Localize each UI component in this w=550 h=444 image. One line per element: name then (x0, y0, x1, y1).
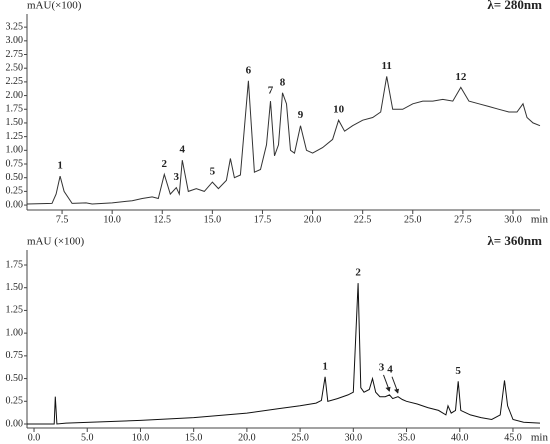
x-tick-label: 10.0 (103, 214, 121, 225)
trace-line (27, 283, 541, 425)
chart-panel: λ= 280nm mAU(×100) min 0.00 0.25 0.50 0.75 1.00… (6, 0, 549, 226)
peak-label: 11 (381, 60, 391, 72)
y-tick-label: 0.00 (6, 199, 24, 210)
peak-label: 9 (298, 109, 304, 121)
x-tick-label: 5.0 (81, 432, 94, 443)
peak-label: 7 (268, 85, 274, 97)
y-tick-label: 1.25 (6, 131, 24, 142)
x-tick-label: 12.5 (154, 214, 172, 225)
peak-label: 1 (57, 160, 63, 172)
x-tick-label: 45.0 (504, 432, 522, 443)
y-tick-label: 0.75 (6, 158, 24, 169)
y-tick-label: 0.75 (6, 350, 24, 361)
y-tick-label: 2.25 (6, 76, 24, 87)
y-tick-label: 1.50 (6, 282, 24, 293)
x-tick-label: 20.0 (238, 432, 256, 443)
trace-line (26, 76, 541, 205)
peak-label: 6 (246, 64, 252, 76)
y-tick-label: 1.25 (6, 305, 24, 316)
y-tick-label: 2.75 (6, 49, 24, 60)
peak-label: 5 (455, 365, 461, 377)
peak-label: 3 (379, 361, 385, 373)
y-tick-label: 0.25 (6, 186, 24, 197)
y-tick-label: 1.75 (6, 259, 24, 270)
peak-label: 4 (387, 363, 393, 375)
x-tick-label: 25.0 (291, 432, 309, 443)
x-tick-label: 10.0 (132, 432, 150, 443)
peak-label: 2 (355, 267, 361, 279)
y-tick-label: 3.25 (6, 21, 24, 32)
peak-label: 5 (210, 166, 216, 178)
y-tick-label: 0.00 (6, 418, 24, 429)
peak-arrowhead (385, 386, 391, 392)
x-axis-label: min (531, 432, 549, 444)
y-tick-label: 0.50 (6, 373, 24, 384)
y-tick-label: 1.50 (6, 117, 24, 128)
x-tick-label: 30.0 (504, 214, 522, 225)
x-tick-label: 17.5 (254, 214, 272, 225)
peak-label: 12 (455, 71, 467, 83)
peak-label: 2 (162, 158, 168, 170)
peak-label: 3 (174, 171, 180, 183)
peak-label: 10 (333, 104, 345, 116)
x-tick-label: 40.0 (451, 432, 469, 443)
x-tick-label: 0.0 (28, 432, 41, 443)
x-tick-label: 27.5 (454, 214, 472, 225)
x-tick-label: 15.0 (185, 432, 203, 443)
y-axis-label: mAU(×100) (27, 0, 82, 12)
peak-label: 4 (180, 144, 186, 156)
y-tick-label: 2.50 (6, 62, 24, 73)
y-axis-label: mAU (×100) (27, 236, 85, 248)
y-tick-label: 1.75 (6, 104, 24, 115)
peak-arrowhead (394, 388, 400, 394)
x-tick-label: 15.0 (204, 214, 222, 225)
y-tick-label: 3.00 (6, 35, 24, 46)
x-tick-label: 30.0 (345, 432, 363, 443)
peak-label: 8 (280, 76, 286, 88)
chart-title: λ= 360nm (487, 233, 542, 248)
peak-label: 1 (322, 360, 328, 372)
chart-title: λ= 280nm (487, 0, 542, 12)
y-tick-label: 0.50 (6, 172, 24, 183)
y-tick-label: 1.00 (6, 327, 24, 338)
chart-panel: λ= 360nm mAU (×100) min 0.00 0.25 0.50 0.75 1.0… (6, 233, 549, 444)
y-tick-label: 2.00 (6, 90, 24, 101)
x-tick-label: 20.0 (304, 214, 322, 225)
y-tick-label: 0.25 (6, 396, 24, 407)
y-tick-label: 1.00 (6, 145, 24, 156)
x-tick-label: 35.0 (398, 432, 416, 443)
x-tick-label: 25.0 (404, 214, 422, 225)
x-tick-label: 7.5 (56, 214, 69, 225)
x-tick-label: 22.5 (354, 214, 372, 225)
x-axis-label: min (531, 214, 549, 226)
